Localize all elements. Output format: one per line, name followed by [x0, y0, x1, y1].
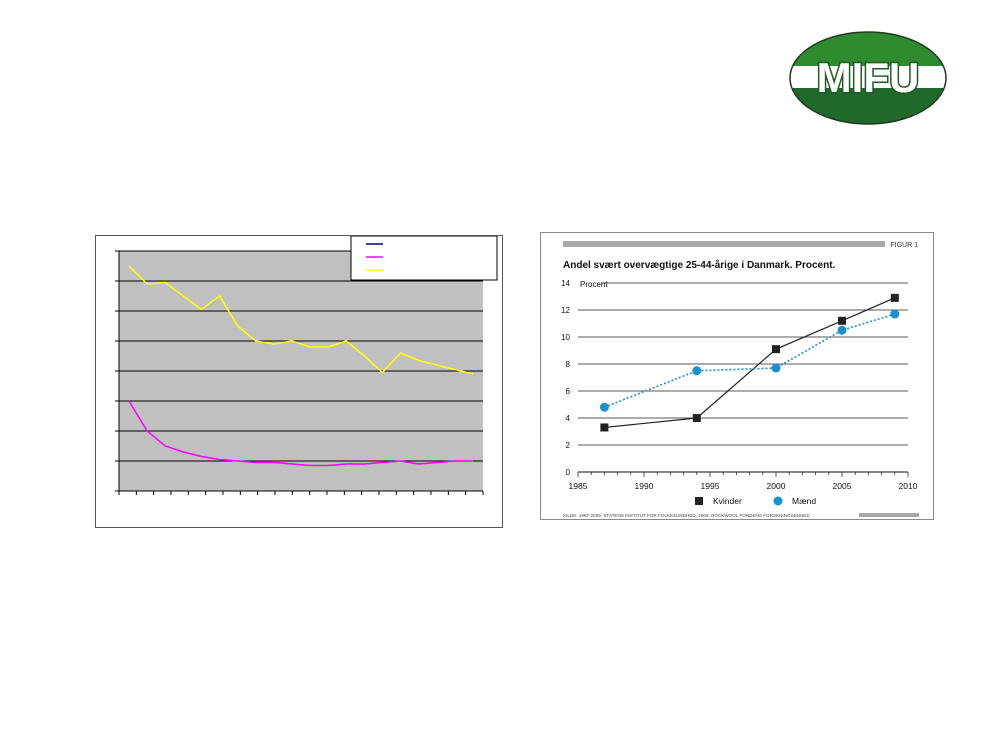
y-tick-label: 2: [566, 441, 571, 450]
series-1-point: [692, 366, 702, 376]
chart-right: FIGUR 1 Andel svært overvægtige 25-44-åri…: [561, 241, 919, 518]
logo-text: MIFU: [817, 54, 920, 101]
x-tick-label: 1995: [701, 481, 720, 491]
y-tick-label: 8: [566, 360, 571, 369]
series-0-point: [772, 345, 780, 354]
series-1-line: [128, 400, 473, 467]
header-bar: [563, 241, 885, 247]
series-2-line: [128, 265, 474, 375]
x-tick-label: 1990: [635, 481, 654, 491]
series-1-point: [599, 402, 609, 412]
y-axis-label: Procent: [580, 280, 608, 289]
y-tick-label: 10: [561, 333, 570, 342]
legend-marker-1: [773, 496, 783, 506]
footer-bar: [859, 513, 919, 517]
y-tick-label: 4: [566, 414, 571, 423]
series-0-point: [890, 293, 899, 302]
x-tick-label: 2005: [833, 481, 852, 491]
series-1-line: [604, 313, 896, 408]
y-tick-label: 0: [566, 468, 571, 477]
series-1-point: [890, 309, 900, 319]
series-1-point: [771, 363, 781, 373]
x-tick-label: 2000: [767, 481, 786, 491]
mifu-logo: MIFU: [789, 31, 947, 125]
series-0-point: [600, 423, 609, 432]
series-0-point: [692, 414, 701, 422]
source-note: KILDE: 1987-2005: STATENS INSTITUT FOR F…: [563, 513, 810, 518]
x-tick-label: 1985: [569, 481, 588, 491]
legend-box: [350, 235, 498, 281]
figure-label: FIGUR 1: [890, 242, 918, 249]
y-tick-label: 6: [566, 387, 571, 396]
legend-label-1: Mænd: [792, 496, 816, 506]
y-tick-label: 12: [561, 306, 570, 315]
x-tick-label: 2010: [899, 481, 918, 491]
series-0-point: [838, 316, 846, 325]
legend: [350, 235, 498, 281]
chart-left: [115, 235, 498, 495]
chart-right-panel: FIGUR 1 Andel svært overvægtige 25-44-åri…: [540, 232, 934, 520]
series-1-point: [837, 325, 847, 335]
y-tick-label: 14: [561, 279, 570, 288]
legend-marker-0: [695, 497, 703, 505]
chart-title: Andel svært overvægtige 25-44-årige i Da…: [563, 259, 836, 271]
series-0-line: [604, 297, 896, 429]
chart-left-panel: [95, 235, 503, 528]
legend-label-0: Kvinder: [713, 496, 742, 506]
